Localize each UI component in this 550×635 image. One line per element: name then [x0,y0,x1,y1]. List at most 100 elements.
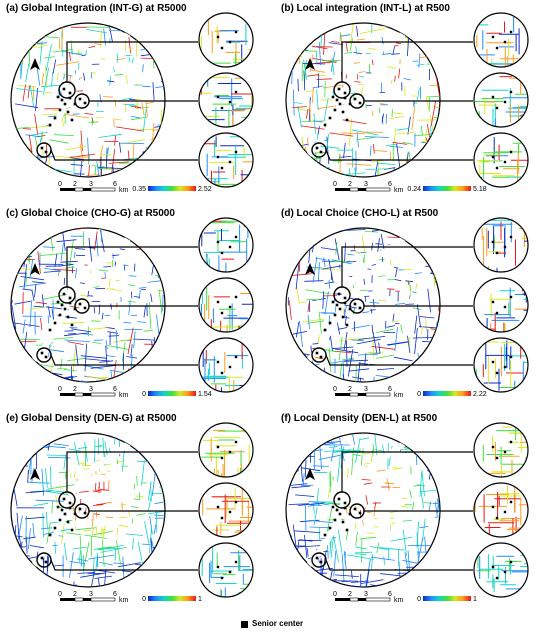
svg-text:6: 6 [388,181,392,188]
senior-center-marker [323,123,327,127]
svg-text:0.24: 0.24 [407,186,421,193]
svg-text:6: 6 [113,591,117,598]
panel-title: (f) Local Density (DEN-L) at R500 [281,413,438,424]
senior-center-marker [58,313,62,317]
senior-center-marker [53,321,57,325]
senior-center-marker [78,97,82,101]
svg-text:0: 0 [417,596,421,603]
senior-center-marker [333,108,337,112]
black-square-icon [241,621,248,628]
senior-center-marker [70,118,74,122]
senior-center-marker [58,518,62,522]
svg-text:1: 1 [198,596,202,603]
map-graphic: 0 2 3 6km 0 1 [10,422,254,604]
senior-center-marker [315,351,319,355]
senior-center-marker [353,507,357,511]
svg-text:6: 6 [113,181,117,188]
senior-center-marker [345,118,349,122]
senior-center-marker [56,300,60,304]
senior-center-marker [343,301,347,305]
senior-center-marker [62,292,66,296]
senior-center-marker [78,507,82,511]
svg-text:2: 2 [348,181,352,188]
svg-text:0: 0 [417,391,421,398]
senior-center-marker [48,533,52,537]
map-graphic: 0 2 3 6km 0 1.54 [10,217,254,399]
svg-text:1: 1 [473,596,477,603]
map-graphic: 0 2 3 6km 0 2.22 [285,217,529,399]
inset-circle [473,277,529,333]
senior-center-marker [358,511,362,515]
senior-center-marker [337,292,341,296]
svg-text:3: 3 [364,386,368,393]
senior-center-marker [63,102,67,106]
senior-center-marker [40,146,44,150]
svg-text:2.22: 2.22 [473,391,487,398]
svg-text:0: 0 [58,181,62,188]
senior-center-marker [70,528,74,532]
senior-center-marker [338,307,342,311]
svg-text:0: 0 [333,181,337,188]
map-panel-1: (a) Global Integration (INT-G) at R5000 0… [0,0,275,205]
svg-text:0.35: 0.35 [132,186,146,193]
map-panel-2: (b) Local integration (INT-L) at R500 0 2 3… [275,0,550,205]
map-graphic: 0 2 3 6km 0.24 5.18 [285,12,529,194]
svg-text:1.54: 1.54 [198,391,212,398]
senior-center-marker [343,296,347,300]
map-panel-6: (f) Local Density (DEN-L) at R500 0 2 3 6 km 0… [275,410,550,615]
senior-center-marker [328,526,332,530]
svg-text:km: km [394,597,404,604]
map-panel-3: (c) Global Choice (CHO-G) at R5000 0 2 3 6 km… [0,205,275,410]
senior-center-marker [343,506,347,510]
north-arrow-icon [30,58,40,70]
senior-center-marker [83,306,87,310]
senior-center-marker [53,116,57,120]
map-panel-4: (d) Local Choice (CHO-L) at R500 0 2 3 6 km 0 2… [275,205,550,410]
inset-circle [473,12,529,68]
senior-center-marker [44,355,48,359]
senior-center-marker [40,556,44,560]
senior-center-marker [348,307,352,311]
inset-circle [198,337,254,393]
svg-text:2: 2 [348,386,352,393]
senior-center-marker [338,102,342,106]
senior-center-marker [328,321,332,325]
inset-circle [198,422,254,478]
panel-title: (d) Local Choice (CHO-L) at R500 [281,208,439,219]
svg-text:3: 3 [364,591,368,598]
svg-text:6: 6 [113,386,117,393]
inset-circle [473,542,529,598]
senior-center-marker [348,512,352,516]
senior-center-marker [343,91,347,95]
svg-text:2: 2 [73,181,77,188]
senior-center-marker [315,146,319,150]
senior-center-marker [66,315,70,319]
senior-center-marker [333,313,337,317]
north-arrow-icon [30,468,40,480]
senior-center-marker [341,110,345,114]
senior-center-marker [353,97,357,101]
map-graphic: 0 2 3 6km 0.35 2.52 [10,12,254,194]
senior-center-marker [341,315,345,319]
inset-circle [198,482,254,538]
panel-title: (b) Local integration (INT-L) at R500 [281,3,450,14]
senior-center-marker [56,95,60,99]
inset-circle [473,217,529,273]
inset-circle [473,337,529,393]
senior-center-marker [335,303,339,307]
svg-text:km: km [119,392,129,399]
senior-center-marker [66,520,70,524]
svg-text:2: 2 [73,386,77,393]
inset-circle [198,72,254,128]
senior-center-marker [78,302,82,306]
svg-text:km: km [119,597,129,604]
north-arrow-icon [305,58,315,70]
senior-center-marker [315,556,319,560]
senior-center-marker [333,518,337,522]
senior-center-marker [73,512,77,516]
svg-text:0: 0 [58,591,62,598]
senior-center-marker [60,98,64,102]
senior-center-legend: Senior center [0,618,550,632]
senior-center-marker [66,110,70,114]
senior-center-marker [68,501,72,505]
